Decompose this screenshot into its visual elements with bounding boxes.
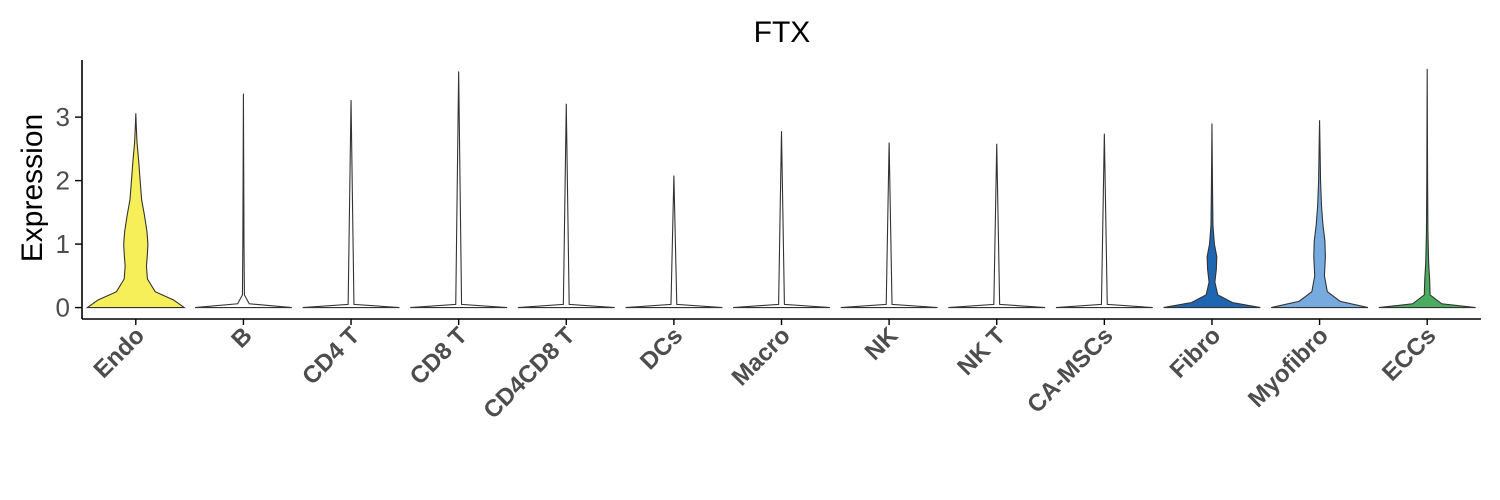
y-axis-label: Expression [16,114,49,262]
y-tick-label: 3 [56,102,70,132]
violin-nk-t [948,143,1046,309]
x-tick-label: NK T [952,322,1011,381]
y-tick-label: 1 [56,229,70,259]
violin-group [85,68,1476,309]
x-tick-label: NK [860,322,904,366]
x-tick-label: ECCs [1377,322,1441,386]
violin-fibro [1163,123,1261,309]
x-tick-label: Endo [89,322,151,384]
violin-dcs [625,175,723,309]
violin-endo [85,113,186,309]
x-axis-ticks: Endo B CD4 T CD8 T CD4CD8 T DCs Macro NK NK T CA-… [89,319,1441,424]
x-tick-label: CD4 T [297,322,365,390]
x-tick-label: Fibro [1165,322,1227,384]
violin-nk [840,142,938,309]
x-tick-label: Myofibro [1243,322,1334,413]
y-tick-label: 0 [56,293,70,323]
y-axis-ticks: 0 1 2 3 [56,102,82,323]
x-tick-label: B [226,322,257,353]
violin-b [194,93,292,309]
violin-eccs [1378,68,1476,309]
violin-myofibro [1271,120,1369,309]
y-tick-label: 2 [56,166,70,196]
violin-cd8-t [410,71,508,309]
x-tick-label: Macro [727,322,796,391]
violin-ca-mscs [1055,133,1153,309]
x-tick-label: CD4CD8 T [478,322,580,424]
x-tick-label: DCs [635,322,688,375]
violin-cd4-t [302,99,400,309]
violin-macro [733,131,830,309]
x-tick-label: CD8 T [405,322,473,390]
x-tick-label: CA-MSCs [1022,322,1118,418]
chart-title: FTX [754,16,811,49]
violin-cd4cd8-t [517,103,615,309]
